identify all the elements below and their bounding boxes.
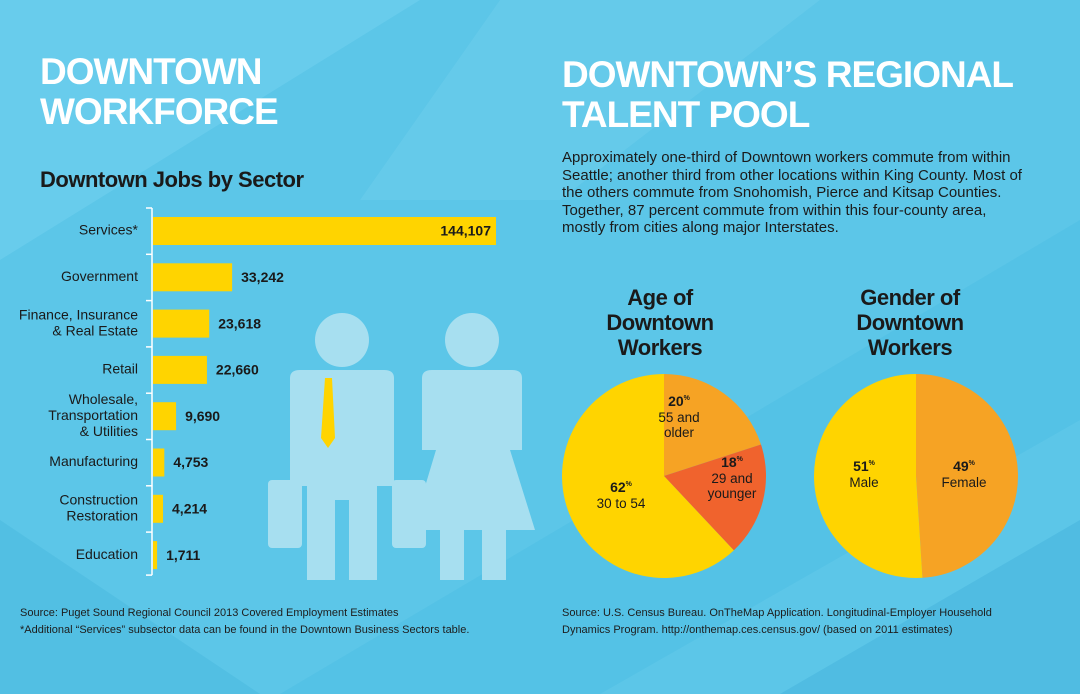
pie-title-line: Workers [617,335,703,360]
pie-title-line: Workers [867,335,953,360]
bar-category-label: Transportation [48,407,138,423]
pie-slice-label: older [664,425,695,440]
pie-slice-label: 55 and [658,410,699,425]
title-line: WORKFORCE [40,91,279,132]
pie-slice-label: Female [941,475,986,490]
pie-pct-sup: % [684,395,691,402]
bar-category-label: & Real Estate [52,322,138,338]
pie-title-line: Downtown [606,310,714,335]
bar-value-label: 9,690 [185,408,220,424]
bar-category-label: Wholesale, [69,391,138,407]
bar-category-label: Manufacturing [49,453,138,469]
source-notes-right: Source: U.S. Census Bureau. OnTheMap App… [562,605,1032,639]
bar [153,355,207,384]
pie-pct-sup: % [737,456,744,463]
pie-pct-sup: % [869,460,876,467]
male-head [315,313,369,367]
bar-value-label: 1,711 [166,547,200,563]
male-body [290,370,394,580]
bar-value-label: 4,753 [173,454,208,470]
bar-category-label: Government [61,268,138,284]
bar-value-label: 33,242 [241,269,284,285]
bar-category-label: Finance, Insurance [19,306,138,322]
pie-title-line: Age of [627,285,693,310]
bar-category-label: Restoration [66,508,138,524]
pie-slice [916,374,1018,578]
footnote-text: *Additional “Services” subsector data ca… [20,624,470,636]
pie-slice-label: 30 to 54 [597,496,646,511]
bar-chart-title: Downtown Jobs by Sector [40,167,304,192]
tie-icon [321,378,335,448]
pie-title-line: Gender of [860,285,960,310]
bar [153,494,164,523]
bar [153,448,165,477]
title-line: DOWNTOWN’S REGIONAL [562,54,1014,95]
bar-category-label: Education [76,546,138,562]
intro-paragraph: Approximately one-third of Downtown work… [562,149,1022,236]
bar [153,309,210,338]
bar [153,541,158,570]
age-pie-title: Age of Downtown Workers [585,285,735,360]
bar [153,263,233,292]
jobs-by-sector-bar-chart: 144,107 Services* 33,242 Government 23,618 Fi… [19,207,496,576]
pie-slice-label: Male [849,475,878,490]
worker-figures-illustration [268,313,535,580]
section-title-workforce: DOWNTOWN WORKFORCE [40,51,279,132]
bar [153,402,177,431]
bar [153,217,496,245]
bar-category-label: Retail [102,361,138,377]
female-head [445,313,499,367]
female-briefcase [392,480,426,548]
bar-category-label: Construction [59,492,138,508]
title-line: DOWNTOWN [40,51,262,92]
title-line: TALENT POOL [562,94,810,135]
bar-value-label: 23,618 [218,315,261,331]
pie-pct-sup: % [969,460,976,467]
pie-title-line: Downtown [856,310,964,335]
pie-slice-label: 29 and [711,471,752,486]
pie-slice [664,444,766,551]
pie-slice [664,374,762,476]
source-notes-left: Source: Puget Sound Regional Council 201… [20,605,520,639]
bar-value-label: 4,214 [172,501,207,517]
bar-category-label: Services* [79,222,139,238]
pie-slice-label: younger [708,486,757,501]
gender-pie-title: Gender of Downtown Workers [835,285,985,360]
pie-slice [813,374,923,578]
source-text: Source: U.S. Census Bureau. OnTheMap App… [562,607,992,636]
section-title-talent-pool: DOWNTOWN’S REGIONAL TALENT POOL [562,54,1014,135]
bar-category-label: & Utilities [80,423,138,439]
male-briefcase [268,480,302,548]
pie-pct-sup: % [626,481,633,488]
source-text: Source: Puget Sound Regional Council 201… [20,607,399,619]
bar-value-label: 22,660 [216,362,259,378]
female-body [412,370,535,580]
bar-value-label: 144,107 [440,223,491,239]
pie-slice [562,374,734,578]
